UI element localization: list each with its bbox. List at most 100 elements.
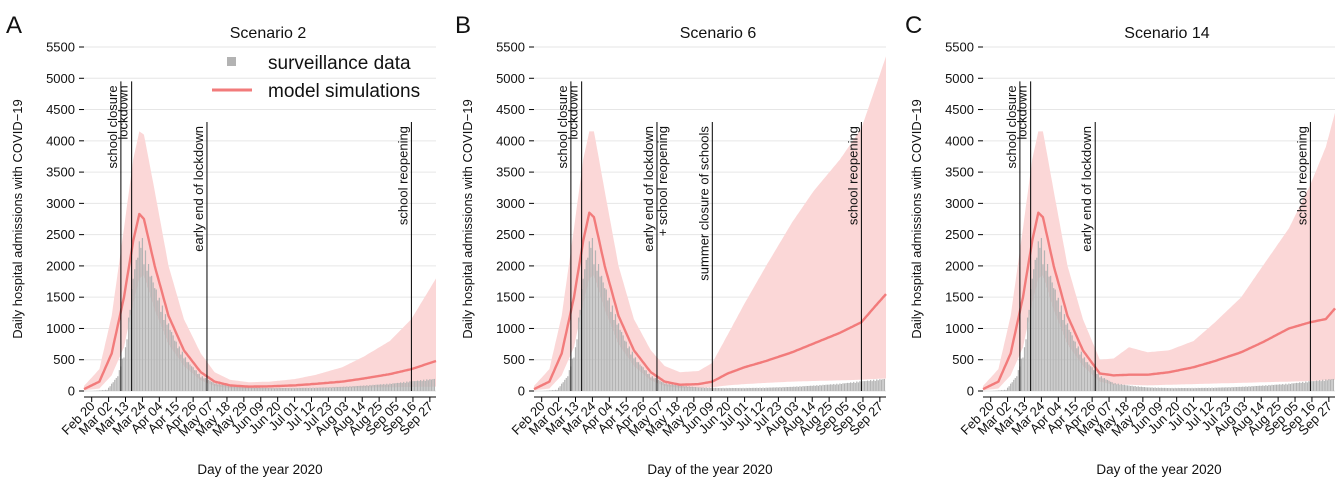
surveillance-bar <box>619 329 621 391</box>
surveillance-bar <box>854 382 856 391</box>
surveillance-bar <box>704 387 706 391</box>
surveillance-bar <box>1111 382 1113 391</box>
surveillance-bar <box>1203 387 1205 391</box>
surveillance-bar <box>863 381 866 391</box>
surveillance-bar <box>147 264 150 391</box>
surveillance-bar <box>175 341 177 391</box>
surveillance-bar <box>1082 358 1084 391</box>
surveillance-bar <box>1119 384 1121 391</box>
surveillance-bar <box>406 381 408 391</box>
surveillance-bar <box>403 381 405 391</box>
surveillance-bar <box>599 276 601 391</box>
surveillance-bar <box>413 381 416 391</box>
surveillance-bar <box>184 357 187 391</box>
surveillance-bar <box>803 386 806 391</box>
surveillance-bar <box>210 381 213 391</box>
y-tick-label: 0 <box>518 384 525 399</box>
surveillance-bar <box>247 387 250 391</box>
surveillance-bar <box>587 257 589 391</box>
surveillance-bar <box>707 387 709 391</box>
surveillance-bar <box>321 387 323 391</box>
surveillance-bar <box>733 388 735 391</box>
surveillance-bar <box>883 378 886 391</box>
surveillance-bar <box>1266 385 1268 391</box>
surveillance-bar <box>324 387 326 391</box>
surveillance-bar <box>1163 387 1165 391</box>
surveillance-bar <box>367 385 369 391</box>
surveillance-bar <box>1151 387 1153 391</box>
surveillance-bar <box>357 386 359 391</box>
panel-b: B Scenario 6 0 500 1000 1500 2000 2500 3000 3500 4… <box>455 12 887 477</box>
surveillance-bar <box>1154 387 1156 391</box>
surveillance-bar <box>846 382 849 391</box>
surveillance-bar <box>577 317 580 391</box>
surveillance-bar <box>309 387 311 391</box>
y-tick-label: 0 <box>967 384 974 399</box>
surveillance-bar <box>398 382 400 391</box>
surveillance-bar <box>823 385 826 391</box>
surveillance-bar <box>127 317 130 391</box>
surveillance-bar <box>567 376 569 391</box>
y-axis-title: Daily hospital admissions with COVID−19 <box>909 99 924 339</box>
surveillance-bar <box>1040 237 1043 391</box>
surveillance-bar <box>773 387 775 391</box>
y-tick-label: 3500 <box>496 165 525 180</box>
y-tick-label: 1000 <box>496 321 525 336</box>
surveillance-bar <box>759 387 761 391</box>
surveillance-bar <box>1299 382 1301 391</box>
surveillance-bar <box>390 384 393 391</box>
surveillance-bar <box>1165 387 1167 391</box>
surveillance-bar <box>1286 384 1288 391</box>
y-tick-label: 3000 <box>945 196 974 211</box>
surveillance-bar <box>651 376 653 391</box>
surveillance-bar <box>140 247 142 391</box>
surveillance-bar <box>1080 351 1082 391</box>
surveillance-bar <box>341 386 343 391</box>
surveillance-bar <box>865 381 867 391</box>
surveillance-bar <box>423 379 425 391</box>
surveillance-bar <box>594 250 597 391</box>
surveillance-bar <box>1211 387 1213 391</box>
surveillance-bar <box>1011 382 1013 391</box>
surveillance-bar <box>143 264 145 391</box>
surveillance-bar <box>1174 387 1176 391</box>
surveillance-bar <box>300 387 302 391</box>
surveillance-bar <box>851 382 853 391</box>
surveillance-bar <box>637 362 640 391</box>
surveillance-bar <box>240 386 242 391</box>
surveillance-bar <box>164 314 167 391</box>
surveillance-bar <box>834 384 836 391</box>
surveillance-bar <box>1312 381 1315 391</box>
surveillance-bar <box>1168 387 1170 391</box>
surveillance-bar <box>731 387 733 391</box>
surveillance-bar <box>553 390 555 391</box>
surveillance-bar <box>1145 387 1147 391</box>
surveillance-bar <box>154 288 156 391</box>
surveillance-bar <box>1209 388 1212 391</box>
surveillance-bar <box>364 385 366 391</box>
surveillance-bar <box>1143 387 1145 391</box>
y-tick-label: 1500 <box>496 290 525 305</box>
surveillance-bar <box>750 387 752 391</box>
surveillance-bar <box>826 384 829 391</box>
surveillance-bar <box>1262 385 1264 391</box>
y-tick-label: 3000 <box>46 196 75 211</box>
surveillance-bar <box>873 379 875 391</box>
surveillance-bar <box>1297 382 1299 391</box>
surveillance-bar <box>1156 387 1158 391</box>
surveillance-bar <box>748 387 750 391</box>
surveillance-bar <box>1034 259 1036 391</box>
surveillance-bar <box>344 386 346 391</box>
surveillance-bar <box>1240 386 1242 391</box>
surveillance-bar <box>674 384 677 391</box>
surveillance-bar <box>387 384 389 391</box>
surveillance-bar <box>1176 388 1178 391</box>
surveillance-bar <box>780 387 783 391</box>
surveillance-bar <box>647 374 649 391</box>
surveillance-bar <box>616 324 618 391</box>
surveillance-bar <box>1114 383 1116 391</box>
surveillance-bar <box>416 380 419 391</box>
surveillance-bar <box>218 383 220 391</box>
surveillance-bar <box>1291 383 1293 391</box>
